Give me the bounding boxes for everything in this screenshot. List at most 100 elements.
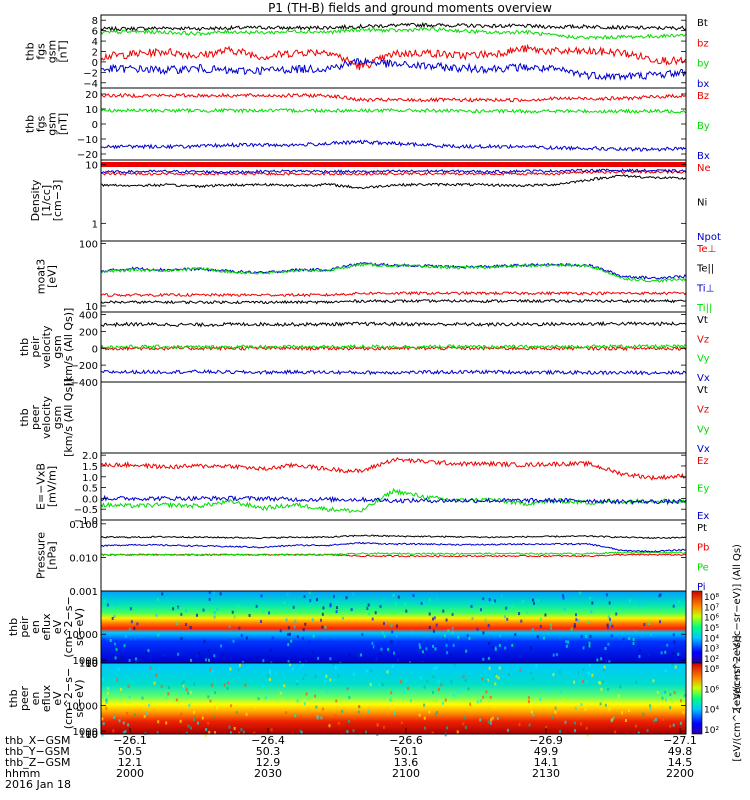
- spectrogram-pixel: [205, 728, 208, 732]
- spectrogram-pixel: [283, 601, 286, 605]
- spectrogram-pixel: [279, 629, 282, 633]
- spectrogram-pixel: [551, 715, 554, 719]
- legend-Ti⊥: Ti⊥: [696, 283, 714, 294]
- spectrogram-pixel: [582, 680, 585, 684]
- spectrogram-pixel: [591, 601, 594, 605]
- spectrogram-pixel: [352, 672, 355, 676]
- spectrogram-pixel: [111, 616, 114, 620]
- spectrogram-pixel: [125, 634, 128, 638]
- ytick-label: −200: [71, 361, 98, 372]
- spectrogram-pixel: [535, 664, 538, 668]
- spectrogram-pixel: [486, 716, 489, 720]
- spectrogram-pixel: [350, 608, 353, 612]
- spectrogram-pixel: [394, 602, 397, 606]
- spectrogram-pixel: [550, 626, 553, 630]
- spectrogram-pixel: [202, 608, 205, 612]
- spectrogram-pixel: [628, 636, 631, 640]
- spectrogram-pixel: [445, 618, 448, 622]
- ylabel-line: [mV/m]: [46, 466, 59, 507]
- spectrogram-pixel: [528, 723, 531, 727]
- spectrogram-pixel: [400, 680, 403, 684]
- spectrogram-pixel: [677, 600, 680, 604]
- spectrogram-pixel: [260, 594, 263, 598]
- ylabel-line: eflux: [40, 684, 53, 712]
- spectrogram-pixel: [296, 699, 299, 703]
- spectrogram-image: [101, 591, 686, 663]
- panel-ylabel: E=−VxB[mV/m]: [35, 463, 59, 510]
- spectrogram-pixel: [505, 606, 508, 610]
- spectrogram-pixel: [659, 593, 662, 597]
- xaxis-value: 50.5: [118, 745, 143, 758]
- spectrogram-pixel: [664, 698, 667, 702]
- panel-ylabel: thbpeirvelocitygsm[km/s (All Qs)]: [18, 308, 75, 387]
- spectrogram-pixel: [602, 668, 605, 672]
- spectrogram-pixel: [346, 687, 349, 691]
- spectrogram-pixel: [378, 683, 381, 687]
- spectrogram-pixel: [585, 635, 588, 639]
- xaxis-value: 2130: [532, 767, 560, 780]
- spectrogram-pixel: [296, 635, 299, 639]
- spectrogram-pixel: [565, 639, 568, 643]
- spectrogram-pixel: [442, 609, 445, 613]
- spectrogram-pixel: [127, 723, 130, 727]
- spectrogram-pixel: [462, 687, 465, 691]
- panel-frame: [100, 381, 687, 454]
- spectrogram-pixel: [629, 599, 632, 603]
- spectrogram-pixel: [308, 591, 311, 595]
- spectrogram-pixel: [262, 684, 265, 688]
- ylabel-line: gsm: [46, 112, 59, 135]
- spectrogram-pixel: [563, 607, 566, 611]
- ytick-label: 0: [92, 58, 98, 69]
- spectrogram-pixel: [197, 721, 200, 725]
- spectrogram-pixel: [567, 640, 570, 644]
- spectrogram-pixel: [397, 658, 400, 662]
- spectrogram-pixel: [381, 631, 384, 635]
- ylabel-line: thb: [7, 618, 20, 636]
- spectrogram-pixel: [125, 711, 128, 715]
- spectrogram-pixel: [312, 634, 315, 638]
- ytick-label: 2.0: [82, 451, 98, 462]
- spectrogram-pixel: [302, 676, 305, 680]
- spectrogram-pixel: [223, 683, 226, 687]
- spectrogram-pixel: [434, 647, 437, 651]
- spectrogram-pixel: [494, 682, 497, 686]
- spectrogram-pixel: [321, 612, 324, 616]
- spectrogram-pixel: [112, 729, 115, 733]
- series-line-Te||: [100, 298, 687, 305]
- spectrogram-pixel: [352, 729, 355, 733]
- spectrogram-pixel: [435, 666, 438, 670]
- spectrogram-pixel: [189, 691, 192, 695]
- spectrogram-pixel: [290, 639, 293, 643]
- spectrogram-pixel: [494, 648, 497, 652]
- spectrogram-pixel: [103, 599, 106, 603]
- spectrogram-pixel: [476, 627, 479, 631]
- spectrogram-pixel: [119, 687, 122, 691]
- spectrogram-pixel: [337, 674, 340, 678]
- spectrogram-pixel: [604, 703, 607, 707]
- spectrogram-pixel: [608, 707, 611, 711]
- spectrogram-pixel: [358, 654, 361, 658]
- spectrogram-pixel: [607, 615, 610, 619]
- spectrogram-pixel: [172, 607, 175, 611]
- spectrogram-pixel: [674, 665, 677, 669]
- spectrogram-pixel: [367, 605, 370, 609]
- spectrogram-pixel: [436, 710, 439, 714]
- spectrogram-pixel: [476, 700, 479, 704]
- spectrogram-pixel: [586, 643, 589, 647]
- spectrogram-pixel: [437, 680, 440, 684]
- spectrogram-pixel: [208, 730, 211, 734]
- spectrogram-pixel: [451, 626, 454, 630]
- spectrogram-pixel: [482, 695, 485, 699]
- spectrogram-pixel: [237, 668, 240, 672]
- panel-8: Pressure[nPa] Pt Pb Pe Pi 0.100 0.010 0.001: [35, 519, 709, 598]
- spectrogram-pixel: [632, 641, 635, 645]
- spectrogram-pixel: [239, 663, 242, 667]
- ytick-label: 1000: [73, 656, 98, 667]
- legend-Ne: Ne: [697, 163, 711, 174]
- spectrogram-pixel: [561, 593, 564, 597]
- spectrogram-pixel: [395, 634, 398, 638]
- spectrogram-pixel: [573, 729, 576, 733]
- legend-Bz: Bz: [697, 91, 709, 102]
- spectrogram-pixel: [428, 710, 431, 714]
- spectrogram-pixel: [565, 644, 568, 648]
